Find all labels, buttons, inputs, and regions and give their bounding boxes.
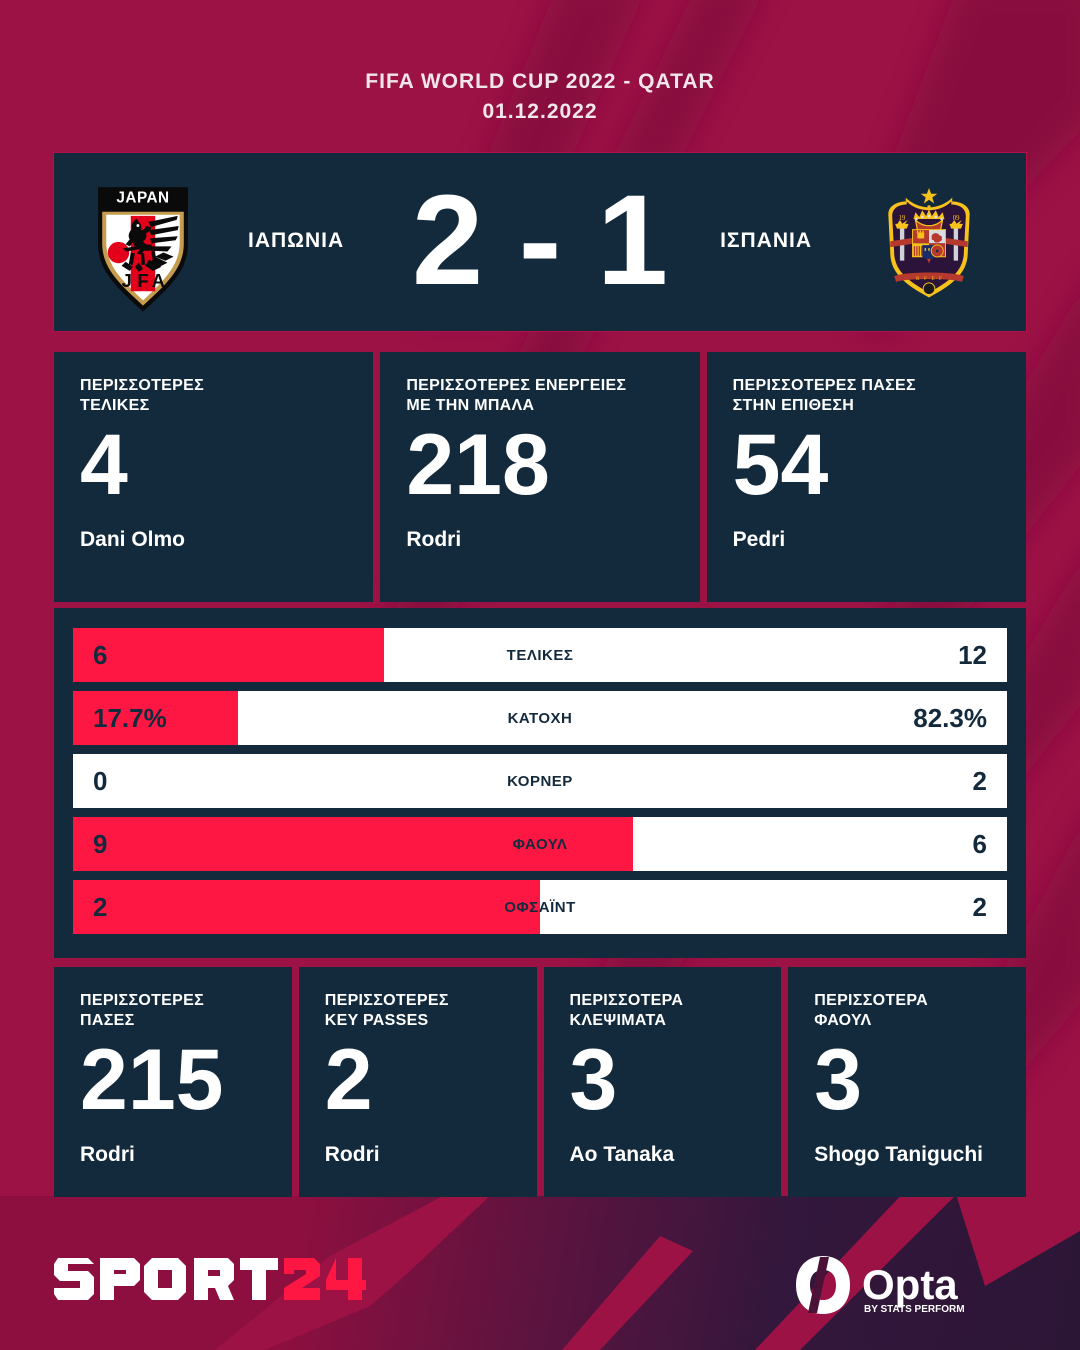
svg-text:Opta: Opta <box>862 1261 958 1308</box>
svg-text:R · F · E · F: R · F · E · F <box>916 276 942 282</box>
svg-text:BY STATS PERFORM: BY STATS PERFORM <box>864 1304 965 1315</box>
